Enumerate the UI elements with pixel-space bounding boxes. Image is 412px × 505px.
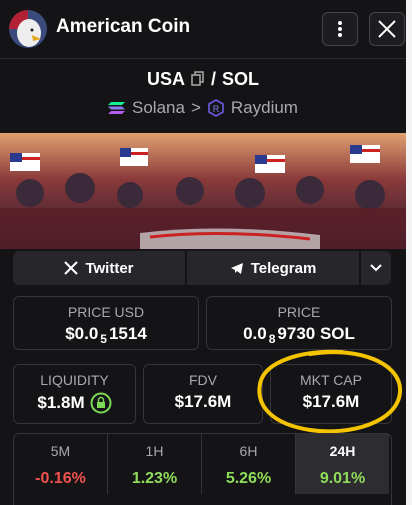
stat-value: $17.6M [174, 392, 232, 411]
price-usd-label: PRICE USD [67, 304, 145, 320]
liquidity-card: LIQUIDITY $1.8M [13, 364, 136, 424]
tab-period: 5M [50, 443, 71, 459]
fdv-card: FDV $17.6M [143, 364, 263, 424]
copy-icon[interactable] [191, 69, 205, 89]
close-button[interactable] [369, 12, 405, 46]
solana-icon [108, 102, 126, 114]
digits: 9730 SOL [277, 324, 355, 343]
token-logo [9, 10, 47, 48]
stat-label: LIQUIDITY [40, 372, 109, 388]
stat-value: $17.6M [302, 392, 360, 411]
tab-period: 6H [239, 443, 258, 459]
tab-change: 9.01% [319, 470, 366, 487]
stat-value: $1.8M [37, 393, 85, 412]
tab-period: 24H [329, 443, 356, 459]
tab-change: -0.16% [35, 470, 86, 487]
tab[interactable]: 1H 1.23% [108, 434, 202, 494]
chain: Solana [132, 98, 185, 117]
zeros: 8 [268, 332, 276, 346]
price-native-label: PRICE [277, 304, 321, 320]
banner-image [0, 133, 406, 249]
separator: / [210, 69, 216, 89]
highlight-circle [257, 349, 403, 434]
chain-dex: Solana > R Raydium [0, 98, 406, 118]
stat-label: FDV [189, 372, 217, 388]
base: USA [146, 69, 185, 89]
zeros: 5 [100, 332, 107, 346]
prefix: $0.0 [65, 324, 99, 343]
svg-text:R: R [213, 104, 220, 114]
lock-icon [90, 392, 112, 414]
twitter-label: Twitter [85, 259, 134, 277]
tab-change: 1.23% [131, 470, 178, 487]
raydium-icon: R [208, 99, 224, 117]
change-tabs [13, 433, 392, 505]
digits: 1514 [108, 324, 147, 343]
pair: USA / SOL [0, 69, 406, 90]
stat-label: MKT CAP [300, 372, 362, 388]
chevron: > [190, 98, 201, 117]
stat-value-row: $1.8M [14, 392, 135, 414]
price-native-card: PRICE 0.0 8 9730 SOL [206, 296, 392, 350]
quote: SOL [222, 69, 260, 89]
telegram-button[interactable]: Telegram [187, 251, 359, 285]
price-native-value: 0.0 8 9730 SOL [207, 324, 391, 346]
price-usd-value: $0.0 5 1514 [14, 324, 198, 346]
divider [0, 58, 406, 59]
tab-period: 1H [145, 443, 164, 459]
twitter-button[interactable]: Twitter [13, 251, 185, 285]
dex: Raydium [230, 98, 298, 117]
tab[interactable]: 5M -0.16% [14, 434, 108, 494]
title: American Coin [56, 16, 191, 37]
price-usd-card: PRICE USD $0.0 5 1514 [13, 296, 199, 350]
tab-change: 5.26% [225, 470, 272, 487]
prefix: 0.0 [243, 324, 267, 343]
tab[interactable]: 6H 5.26% [202, 434, 296, 494]
menu-button[interactable] [322, 12, 358, 46]
telegram-label: Telegram [250, 259, 317, 277]
mkt-cap-card: MKT CAP $17.6M [270, 364, 392, 424]
tab-active[interactable]: 24H 9.01% [296, 434, 389, 494]
more-links-button[interactable] [361, 251, 391, 285]
